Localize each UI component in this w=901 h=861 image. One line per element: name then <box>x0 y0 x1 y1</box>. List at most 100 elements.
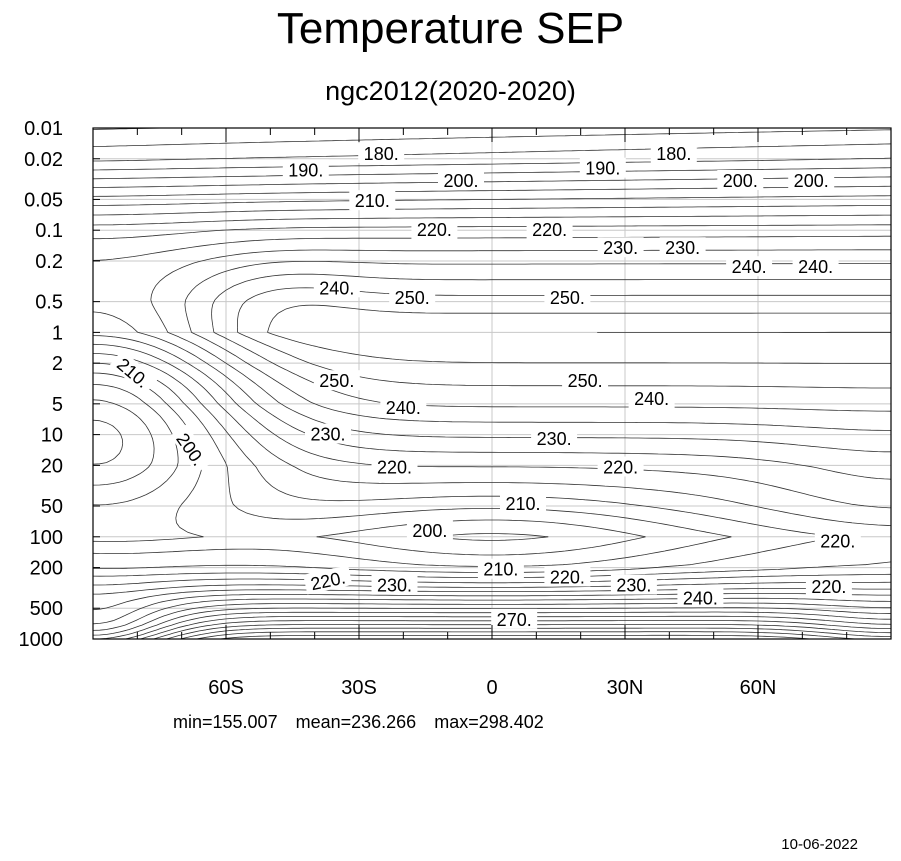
contour-label-bg <box>411 219 458 240</box>
contour-label-text: 230. <box>616 576 651 596</box>
contour-label: 220. <box>544 566 591 588</box>
y-tick-label: 1 <box>52 322 63 344</box>
contour-label-text: 230. <box>310 425 345 445</box>
contour-label-text: 180. <box>364 144 399 164</box>
contour-label-bg <box>526 219 573 240</box>
contour-label-text: 210. <box>355 191 390 211</box>
y-axis-labels: 0.01 0.02 0.05 0.1 0.2 0.5 1 2 5 10 20 50 100 200 500 1… <box>19 118 64 651</box>
contour-label-bg <box>358 143 405 164</box>
y-tick-label: 2 <box>52 353 63 375</box>
contour-label: 200. <box>406 520 453 541</box>
stat-max: max=298.402 <box>434 712 544 732</box>
contour-line-235 <box>93 261 891 625</box>
contour-label-bg <box>814 530 861 551</box>
contour-label: 240. <box>726 256 773 277</box>
contour-label-bg <box>544 566 591 587</box>
contour-label-bg <box>477 558 524 579</box>
contour-line-220 <box>93 224 891 586</box>
contour-label-text: 240. <box>319 278 354 298</box>
contour-label-bg <box>717 170 764 190</box>
contour-label-bg <box>169 424 213 474</box>
contour-line-265 <box>153 620 891 639</box>
contour-label: 250. <box>562 370 609 391</box>
contour-label-text: 210. <box>505 494 540 514</box>
contour-label-bg <box>389 286 436 307</box>
contour-line-255 <box>125 331 891 639</box>
contour-label-text: 270. <box>497 610 532 630</box>
contour-label-bg <box>610 574 657 595</box>
contour-label: 190. <box>282 159 329 180</box>
contour-label: 210. <box>500 493 546 514</box>
contour-label: 240. <box>380 397 427 418</box>
contour-label-bg <box>313 277 360 298</box>
stat-min: min=155.007 <box>173 712 278 732</box>
contour-label-text: 210. <box>483 560 518 580</box>
contour-label-text: 230. <box>377 576 412 596</box>
contour-label: 200. <box>717 170 764 191</box>
contour-line-280 <box>196 631 857 639</box>
contour-label: 180. <box>358 143 405 164</box>
contour-label: 270. <box>491 608 538 630</box>
contour-label-text: 220. <box>417 220 452 240</box>
contour-label: 200. <box>788 170 835 191</box>
contour-label: 220. <box>371 456 418 478</box>
contour-label-bg <box>659 237 706 258</box>
contour-label-text: 240. <box>798 257 833 277</box>
contour-label-bg <box>109 349 158 395</box>
contour-label: 210. <box>109 349 158 395</box>
stats-line: min=155.007 mean=236.266 max=298.402 <box>173 712 562 733</box>
x-tick-label: 30S <box>341 677 377 699</box>
contour-label: 200. <box>438 170 484 191</box>
x-tick-label: 30N <box>607 677 644 699</box>
contour-line-260 <box>140 615 891 639</box>
y-tick-label: 100 <box>30 527 63 549</box>
contour-label-bg <box>380 397 427 418</box>
contour-label-text: 220. <box>811 577 846 597</box>
contour-label: 220. <box>411 219 458 240</box>
x-tick-label: 0 <box>486 677 497 699</box>
contour-label: 230. <box>531 427 578 449</box>
chart-title: Temperature SEP <box>276 4 625 53</box>
contour-label: 220. <box>526 219 573 240</box>
x-tick-label: 60S <box>208 677 244 699</box>
contour-label-bg <box>788 170 835 190</box>
contour-label-bg <box>438 170 484 190</box>
contour-label-text: 200. <box>723 171 758 191</box>
contour-label-bg <box>531 427 578 448</box>
axis-ticks <box>93 127 848 640</box>
y-tick-label: 1000 <box>19 629 64 651</box>
contour-label-bg <box>305 423 351 444</box>
contour-label: 230. <box>659 237 706 258</box>
contour-label-text: 230. <box>603 238 638 258</box>
contour-line-275 <box>180 627 891 639</box>
y-tick-label: 0.5 <box>35 292 63 314</box>
plot-date: 10-06-2022 <box>781 836 858 853</box>
contour-label-text: 200. <box>794 171 829 191</box>
contour-label-text: 220. <box>820 531 855 551</box>
contour-line-250 <box>97 304 891 639</box>
contour-label: 210. <box>349 190 396 211</box>
x-tick-label: 60N <box>740 677 777 699</box>
contour-label-bg <box>371 574 418 595</box>
chart-subtitle: ngc2012(2020-2020) <box>325 76 576 106</box>
y-tick-label: 5 <box>52 394 63 416</box>
y-tick-label: 0.1 <box>35 220 63 242</box>
contour-label: 240. <box>792 256 839 277</box>
contour-label-bg <box>544 286 591 307</box>
contour-label-text: 220. <box>603 458 638 478</box>
contour-line-245 <box>93 287 891 636</box>
contour-label: 190. <box>579 157 626 179</box>
contour-label-bg <box>792 256 839 277</box>
contour-label-bg <box>371 456 418 477</box>
contour-label: 230. <box>610 574 657 596</box>
contour-label-bg <box>597 237 644 258</box>
y-tick-label: 0.02 <box>24 149 63 171</box>
contour-label-text: 250. <box>550 288 585 308</box>
contour-label-bg <box>313 370 360 391</box>
contour-label: 240. <box>628 388 675 409</box>
y-tick-label: 50 <box>41 496 63 518</box>
contour-label: 200. <box>169 424 213 474</box>
contour-label-bg <box>562 370 609 391</box>
contour-label: 220. <box>805 576 852 597</box>
